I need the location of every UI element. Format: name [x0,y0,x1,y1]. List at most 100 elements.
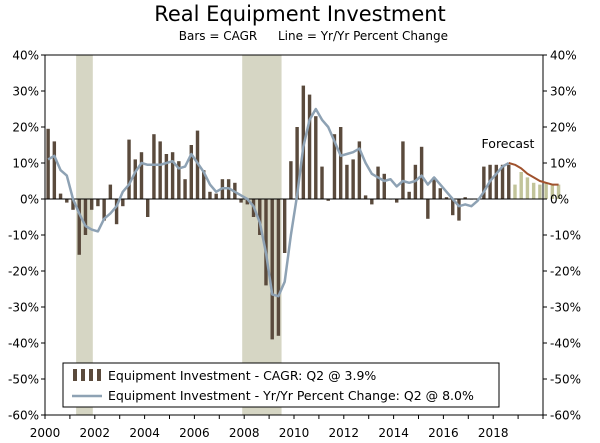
bar-47 [332,134,337,199]
y-tick-label-left-4: -30% [8,301,39,315]
y-tick-label-left-2: -50% [8,373,39,387]
bar-43 [307,94,312,199]
y-tick-label-left-8: 10% [12,157,39,171]
bar-64 [438,188,442,199]
y-tick-label-right-7: 0% [550,193,569,207]
forecast-label: Forecast [482,136,535,151]
bar-5 [71,199,75,210]
bar-39 [282,199,287,253]
bar-14 [127,139,131,199]
bar-36 [264,199,268,286]
legend-bar-swatch [73,369,77,381]
x-tick-label-2010: 2010 [279,426,310,440]
bar-57 [395,199,399,203]
plot-frame [44,54,544,416]
y-tick-label-right-3: -40% [550,337,581,351]
bar-61 [419,146,424,199]
y-tick-label-right-4: -30% [550,301,581,315]
bar-17 [146,199,150,217]
y-tick-label-right-8: 10% [550,157,577,171]
bar-20 [164,154,169,199]
y-tick-label-right-9: 20% [550,121,577,135]
bar-9 [96,199,100,207]
bar-1 [46,128,50,199]
bar-18 [152,134,156,199]
bar-35 [258,199,262,235]
x-tick-label-2012: 2012 [329,426,360,440]
bar-75 [507,164,511,199]
bar-12 [114,199,119,225]
bar-59 [407,191,411,199]
legend-box [62,362,500,408]
bar-55 [382,173,386,199]
bar-63 [432,177,436,199]
bar-45 [320,166,324,199]
bar-50 [351,159,355,199]
y-tick-label-right-1: -60% [550,409,581,423]
bar-22 [177,161,181,199]
bar-46 [326,199,330,201]
bar-77 [519,172,523,199]
y-tick-label-left-10: 30% [12,85,39,99]
y-tick-label-right-5: -20% [550,265,581,279]
y-tick-label-left-5: -20% [8,265,39,279]
y-tick-label-left-1: -60% [8,409,39,423]
bar-66 [451,199,455,216]
bar-4 [65,199,69,203]
bar-2 [52,141,57,199]
y-tick-label-right-10: 30% [550,85,577,99]
bar-49 [345,164,349,199]
legend-bar-swatch-4 [97,369,101,381]
y-tick-label-right-11: 40% [550,49,577,63]
bar-80 [538,184,542,199]
bar-23 [183,179,187,199]
y-tick-label-left-7: 0% [20,193,39,207]
legend-entry-bars: Equipment Investment - CAGR: Q2 @ 3.9% [108,368,376,383]
chart-subtitle-bars: Bars = CAGR [179,29,257,43]
chart-subtitle-line: Line = Yr/Yr Percent Change [278,29,448,43]
yoy-line-forecast [508,162,559,186]
bar-7 [83,199,88,235]
bar-40 [289,161,293,199]
x-tick-label-2000: 2000 [30,426,61,440]
bar-48 [338,127,343,199]
bar-74 [500,164,505,199]
x-tick-label-2008: 2008 [229,426,260,440]
bar-58 [401,141,405,199]
line-series [47,107,559,298]
bar-26 [202,170,206,199]
chart-title: Real Equipment Investment [154,2,446,26]
bar-78 [525,177,530,199]
x-tick-label-2004: 2004 [129,426,160,440]
x-tick-label-2006: 2006 [179,426,210,440]
bar-8 [89,199,94,210]
bar-37 [270,199,274,340]
recession-bands [76,55,282,415]
bar-32 [239,199,243,203]
bar-65 [444,197,449,199]
x-tick-label-2002: 2002 [80,426,111,440]
legend: Equipment Investment - CAGR: Q2 @ 3.9% E… [62,362,500,408]
y-tick-label-left-3: -40% [8,337,39,351]
legend-bar-swatch-2 [81,369,85,381]
bar-76 [513,184,517,199]
bar-73 [494,164,499,199]
y-tick-label-right-6: -10% [550,229,581,243]
bar-79 [531,182,536,199]
bar-67 [457,199,461,221]
bar-52 [363,195,368,199]
bar-53 [370,199,374,205]
bar-51 [357,141,362,199]
x-tick-label-2016: 2016 [428,426,459,440]
x-tick-label-2014: 2014 [378,426,409,440]
bar-38 [276,199,281,336]
bar-44 [314,116,318,199]
yoy-line [47,107,510,298]
bar-15 [133,159,137,199]
legend-bar-swatch-3 [89,369,93,381]
y-tick-label-right-2: -50% [550,373,581,387]
bar-41 [295,127,299,199]
y-tick-label-left-11: 40% [12,49,39,63]
bar-16 [139,152,144,199]
